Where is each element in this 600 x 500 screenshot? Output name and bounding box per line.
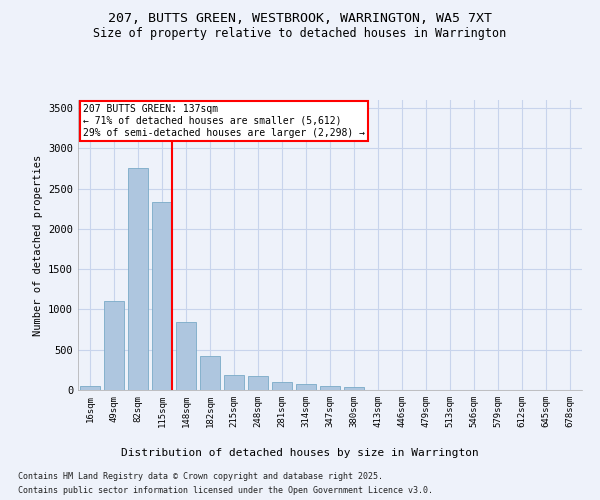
Bar [344, 387, 364, 390]
Y-axis label: Number of detached properties: Number of detached properties [32, 154, 43, 336]
Bar [200, 356, 220, 390]
Text: 207 BUTTS GREEN: 137sqm
← 71% of detached houses are smaller (5,612)
29% of semi: 207 BUTTS GREEN: 137sqm ← 71% of detache… [83, 104, 365, 138]
Text: Contains public sector information licensed under the Open Government Licence v3: Contains public sector information licen… [18, 486, 433, 495]
Bar [152, 202, 172, 390]
Bar [176, 322, 196, 390]
Text: 207, BUTTS GREEN, WESTBROOK, WARRINGTON, WA5 7XT: 207, BUTTS GREEN, WESTBROOK, WARRINGTON,… [108, 12, 492, 26]
Text: Distribution of detached houses by size in Warrington: Distribution of detached houses by size … [121, 448, 479, 458]
Bar [80, 386, 100, 390]
Bar [224, 375, 244, 390]
Text: Size of property relative to detached houses in Warrington: Size of property relative to detached ho… [94, 28, 506, 40]
Text: Contains HM Land Registry data © Crown copyright and database right 2025.: Contains HM Land Registry data © Crown c… [18, 472, 383, 481]
Bar [320, 386, 340, 390]
Bar [248, 376, 268, 390]
Bar [296, 384, 316, 390]
Bar [128, 168, 148, 390]
Bar [104, 302, 124, 390]
Bar [272, 382, 292, 390]
